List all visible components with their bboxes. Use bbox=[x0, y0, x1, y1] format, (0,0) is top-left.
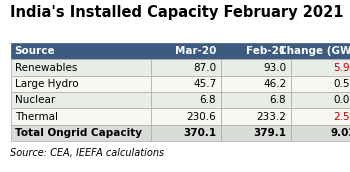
Text: Mar-20: Mar-20 bbox=[175, 46, 216, 56]
Text: Feb-21: Feb-21 bbox=[246, 46, 286, 56]
Text: Total Ongrid Capacity: Total Ongrid Capacity bbox=[15, 128, 142, 138]
Text: India's Installed Capacity February 2021: India's Installed Capacity February 2021 bbox=[10, 5, 344, 20]
Text: 233.2: 233.2 bbox=[257, 111, 286, 122]
Text: Source: Source bbox=[15, 46, 55, 56]
Text: Large Hydro: Large Hydro bbox=[15, 79, 78, 89]
Text: 46.2: 46.2 bbox=[263, 79, 286, 89]
Text: 87.0: 87.0 bbox=[193, 62, 216, 73]
Text: 379.1: 379.1 bbox=[253, 128, 286, 138]
Text: 370.1: 370.1 bbox=[183, 128, 216, 138]
Text: 0.51: 0.51 bbox=[333, 79, 350, 89]
Text: Change (GW): Change (GW) bbox=[279, 46, 350, 56]
Text: Nuclear: Nuclear bbox=[15, 95, 55, 105]
Text: Thermal: Thermal bbox=[15, 111, 58, 122]
Text: 230.6: 230.6 bbox=[187, 111, 216, 122]
Text: 93.0: 93.0 bbox=[263, 62, 286, 73]
Text: Renewables: Renewables bbox=[15, 62, 77, 73]
Text: 9.02: 9.02 bbox=[331, 128, 350, 138]
Text: Source: CEA, IEEFA calculations: Source: CEA, IEEFA calculations bbox=[10, 148, 164, 158]
Text: 0.00: 0.00 bbox=[334, 95, 350, 105]
Text: 6.8: 6.8 bbox=[200, 95, 216, 105]
Text: 45.7: 45.7 bbox=[193, 79, 216, 89]
Text: 5.94: 5.94 bbox=[333, 62, 350, 73]
Text: 2.57: 2.57 bbox=[333, 111, 350, 122]
Text: 6.8: 6.8 bbox=[270, 95, 286, 105]
